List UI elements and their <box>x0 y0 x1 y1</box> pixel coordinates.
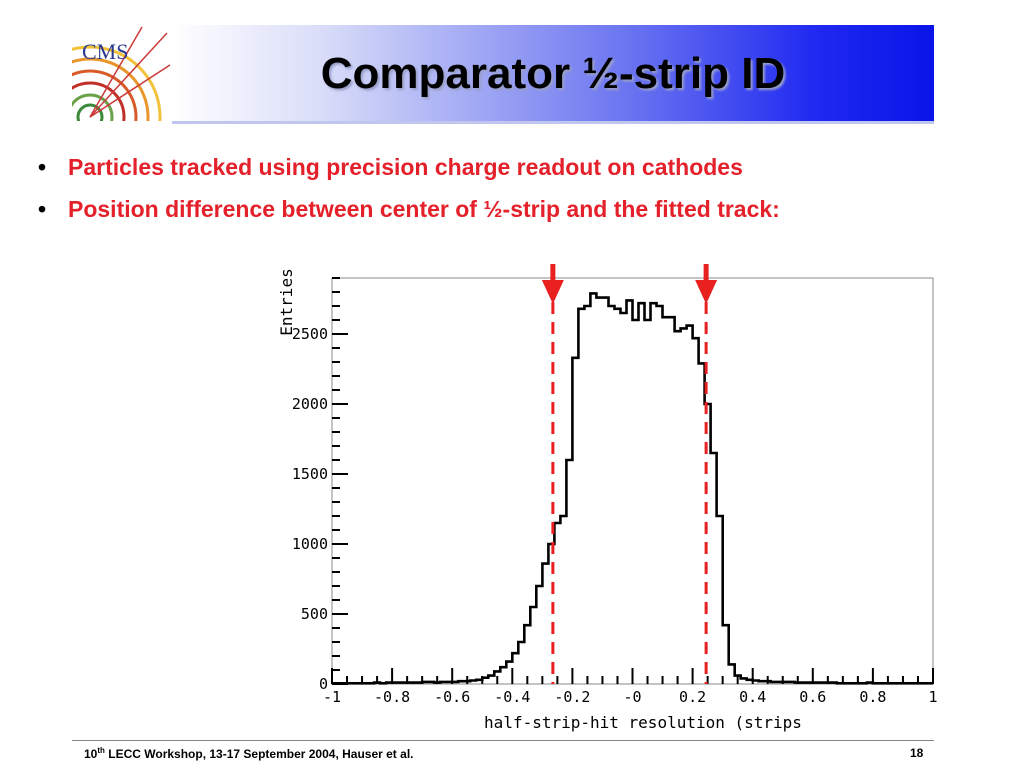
cms-logo: CMS <box>72 25 172 121</box>
y-tick-label: 2500 <box>292 325 328 343</box>
y-tick-label: 1500 <box>292 465 328 483</box>
x-tick-label: 0.2 <box>679 688 706 706</box>
bullet-list: Particles tracked using precision charge… <box>38 146 780 230</box>
cut-markers <box>541 264 718 684</box>
x-tick-label: -0.6 <box>434 688 470 706</box>
bullet-item: Position difference between center of ½-… <box>38 188 780 230</box>
y-tick-label: 500 <box>301 605 328 623</box>
cut-arrow-head <box>541 280 564 304</box>
slide-header: CMS Comparator ½-strip ID <box>72 25 934 124</box>
page-title: Comparator ½-strip ID <box>320 49 786 98</box>
x-tick-label: 1 <box>928 688 937 706</box>
x-tick-label: 0.4 <box>739 688 766 706</box>
footer-text: 10th LECC Workshop, 13-17 September 2004… <box>84 746 413 761</box>
footer-superscript: th <box>97 746 105 755</box>
title-banner: Comparator ½-strip ID <box>172 25 934 124</box>
footer-prefix: 10 <box>84 747 98 761</box>
x-tick-label: 0.6 <box>799 688 826 706</box>
x-tick-label: -0.4 <box>494 688 530 706</box>
x-axis-label: half-strip-hit resolution (strips <box>484 713 802 732</box>
bullet-item: Particles tracked using precision charge… <box>38 146 780 188</box>
cut-arrow-shaft <box>550 264 556 282</box>
y-tick-label: 2000 <box>292 395 328 413</box>
y-axis-label: Entries <box>277 268 296 335</box>
x-tick-label: -0.2 <box>554 688 590 706</box>
page-number: 18 <box>910 746 924 760</box>
x-tick-label: -0.8 <box>374 688 410 706</box>
logo-text: CMS <box>82 39 128 64</box>
y-tick-label: 0 <box>319 675 328 693</box>
x-tick-label: 0.8 <box>859 688 886 706</box>
plot-frame <box>331 277 934 685</box>
x-axis: -1 -0.8 -0.6 -0.4 -0.2 -0 0.2 0.4 0.6 0.8 1 <box>323 668 938 706</box>
cut-arrow-shaft <box>703 264 709 282</box>
histogram-series <box>332 292 933 685</box>
y-axis: 0 500 1000 1500 2000 2500 <box>292 277 348 693</box>
footer-rest: LECC Workshop, 13-17 September 2004, Hau… <box>104 747 414 761</box>
x-tick-label: -1 <box>323 688 341 706</box>
x-tick-label: -0 <box>623 688 641 706</box>
footer-divider <box>72 740 934 741</box>
cut-arrow-head <box>695 280 718 304</box>
y-tick-label: 1000 <box>292 535 328 553</box>
